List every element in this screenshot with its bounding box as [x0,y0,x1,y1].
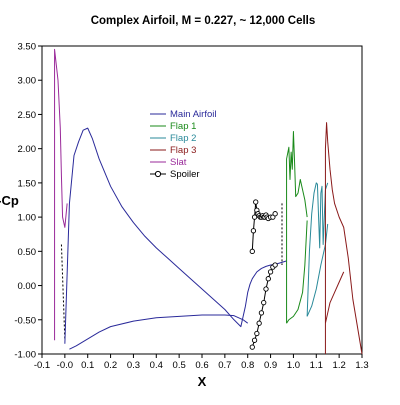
legend-label: Flap 2 [170,133,196,144]
x-tick-label: 0.6 [195,360,208,371]
x-tick-label: 1.0 [287,360,300,371]
legend-label: Spoiler [170,169,200,180]
x-tick-label: 0.5 [173,360,186,371]
x-axis-title: X [198,374,207,389]
data-point [272,262,278,268]
series-main-airfoil [64,127,287,344]
series-line-flap-3 [324,122,363,355]
data-point [267,269,274,275]
legend-label: Flap 1 [170,121,196,132]
series-line-flap-1-lower [286,220,308,324]
x-tick-label: 0.1 [81,360,94,371]
legend-label: Slat [170,157,187,168]
data-point [261,300,267,306]
series-slat [54,48,68,341]
data-point [249,344,255,350]
x-tick-label: 0.3 [127,360,140,371]
data-point [249,248,255,254]
y-tick-label: -1.00 [14,350,36,361]
series-line-main-airfoil-lower [69,314,249,350]
x-tick-label: 1.1 [310,360,323,371]
series-line-slat [54,48,68,341]
chart-title: Complex Airfoil, M = 0.227, ~ 12,000 Cel… [91,15,316,27]
series-line-flap-1 [286,131,308,324]
y-tick-label: 1.50 [18,178,37,189]
data-point [254,330,260,337]
legend-item-flap-1: Flap 1 [150,121,196,132]
data-point [258,310,265,316]
legend-item-flap-3: Flap 3 [150,145,196,156]
data-point [250,228,257,234]
data-point [251,337,258,343]
x-tick-label: 1.2 [333,360,346,371]
x-tick-label: 0.4 [150,360,163,371]
series-flap-2 [306,182,329,317]
y-tick-label: 2.00 [18,144,37,155]
x-tick-label: 0.8 [241,360,254,371]
series-flap-3-lower [324,271,345,324]
legend-marker [154,170,162,178]
data-point [265,276,271,282]
y-tick-label: 2.50 [18,110,37,121]
y-tick-label: 3.00 [18,76,37,87]
y-tick-label: -0.50 [14,315,36,326]
series-layer [54,48,363,355]
legend-label: Main Airfoil [170,109,216,120]
y-axis-title: -Cp [0,193,19,208]
data-point [253,199,259,205]
series-line-main-airfoil [64,127,287,344]
x-tick-label: -0.1 [34,360,50,371]
y-tick-label: 3.50 [18,42,37,53]
legend-item-flap-2: Flap 2 [150,133,196,144]
data-point [263,286,269,292]
y-tick-label: 1.00 [18,213,37,224]
x-tick-label: 1.3 [355,360,368,371]
x-tick-label: 0.7 [218,360,231,371]
series-line-flap-3-lower [324,271,345,324]
legend-item-spoiler: Spoiler [150,169,200,180]
series-flap-3 [324,122,363,355]
series-spoiler [249,199,278,254]
x-tick-label: 0.2 [104,360,117,371]
legend-label: Flap 3 [170,145,196,156]
series-spoiler-lower [249,262,278,350]
series-main-airfoil-lower [69,314,249,350]
legend-item-main-airfoil: Main Airfoil [150,109,216,120]
legend-item-slat: Slat [150,157,187,168]
series-flap-1-lower [286,220,308,324]
data-point [251,214,258,220]
y-tick-label: 0.50 [18,247,37,258]
data-point [256,320,262,326]
x-tick-label: -0.0 [57,360,73,371]
x-tick-label: 0.9 [264,360,277,371]
series-flap-1 [286,131,308,324]
data-point [272,211,278,217]
series-line-flap-2 [306,182,329,317]
y-tick-label: 0.00 [18,281,37,292]
ticks-layer: -0.1 -0.0 0.1 0.2 0.3 0.4 0.5 0.6 0.7 0.8 0.9 1.0 1.… [14,42,368,372]
